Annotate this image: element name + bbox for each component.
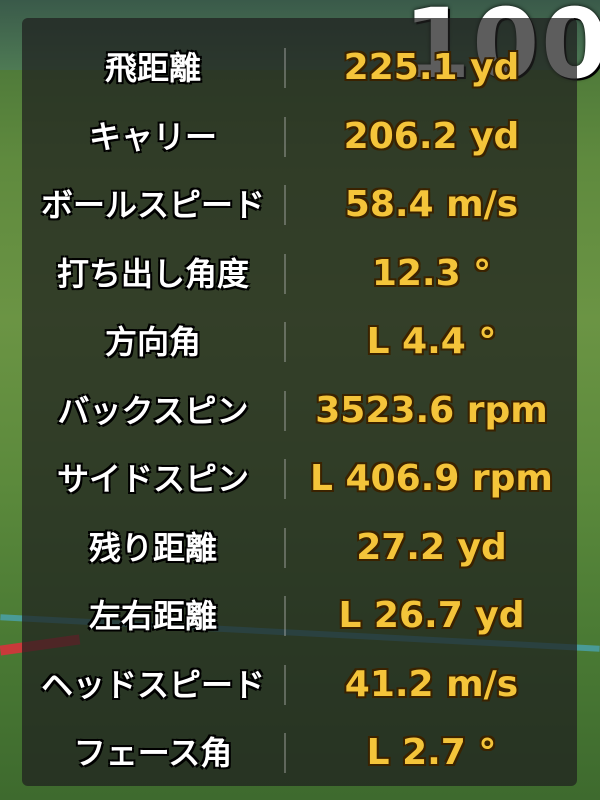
stat-row: 残り距離 27.2 yd: [22, 514, 577, 582]
column-divider: [284, 459, 286, 499]
stats-panel: [22, 18, 577, 786]
stat-row: キャリー 206.2 yd: [22, 103, 577, 171]
column-divider: [284, 527, 286, 568]
column-divider: [284, 116, 286, 157]
stat-row: バックスピン 3523.6 rpm: [22, 377, 577, 445]
stat-label: バックスピン: [57, 391, 249, 430]
column-divider: [284, 322, 286, 362]
column-divider: [284, 596, 286, 636]
stat-label: 残り距離: [88, 528, 217, 567]
stat-label: 飛距離: [104, 49, 201, 87]
stat-value: 206.2 yd: [343, 115, 520, 157]
stat-row: ボールスピード 58.4 m/s: [22, 171, 577, 239]
stat-value: 12.3 °: [371, 252, 492, 294]
stat-row: 打ち出し角度 12.3 °: [22, 240, 577, 308]
column-divider: [284, 664, 286, 705]
stat-label: ヘッドスピード: [40, 665, 265, 704]
stat-row: サイドスピン L 406.9 rpm: [22, 445, 577, 513]
stat-row: 飛距離 225.1 yd: [22, 34, 577, 102]
stat-label: キャリー: [88, 117, 217, 156]
stat-label: 方向角: [104, 323, 201, 361]
stat-row: フェース角 L 2.7 °: [22, 719, 577, 787]
stat-row: ヘッドスピード 41.2 m/s: [22, 651, 577, 719]
column-divider: [284, 253, 286, 294]
stat-label: 打ち出し角度: [56, 254, 249, 293]
stat-value: 27.2 yd: [356, 526, 507, 568]
column-divider: [284, 390, 286, 431]
stat-value: L 2.7 °: [366, 732, 497, 773]
stat-label: 左右距離: [88, 597, 217, 635]
stat-value: 225.1 yd: [343, 47, 520, 88]
stat-row: 左右距離 L 26.7 yd: [22, 582, 577, 650]
column-divider: [284, 733, 286, 773]
stat-label: ボールスピード: [40, 186, 265, 224]
stat-row: 方向角 L 4.4 °: [22, 308, 577, 376]
column-divider: [284, 185, 286, 225]
stat-value: 41.2 m/s: [344, 663, 519, 705]
stat-label: フェース角: [73, 734, 233, 772]
stat-value: L 26.7 yd: [338, 595, 525, 636]
column-divider: [284, 48, 286, 88]
stat-value: 58.4 m/s: [344, 184, 519, 225]
stat-value: 3523.6 rpm: [315, 389, 548, 431]
stat-value: L 4.4 °: [366, 321, 497, 362]
stat-label: サイドスピン: [56, 460, 249, 498]
stat-value: L 406.9 rpm: [310, 458, 553, 499]
